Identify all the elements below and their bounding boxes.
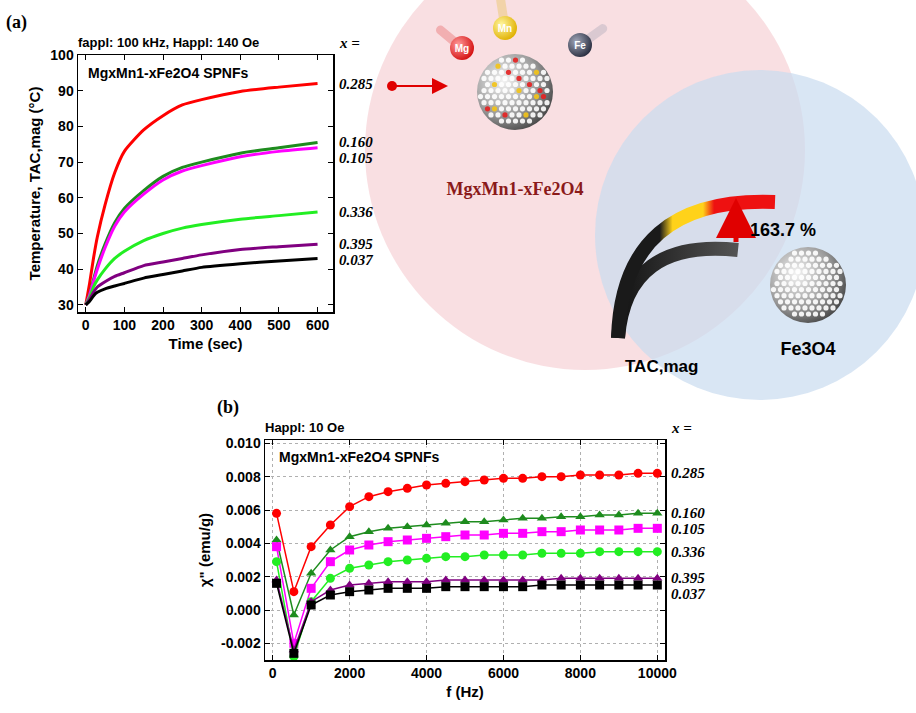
svg-text:0.037: 0.037 [671,586,705,602]
svg-text:Fe3O4: Fe3O4 [780,339,835,359]
svg-text:300: 300 [190,317,214,333]
svg-text:0: 0 [269,665,277,681]
svg-text:0.285: 0.285 [671,465,705,481]
svg-text:(b): (b) [217,397,239,418]
svg-text:Temperature, TAC,mag (°C): Temperature, TAC,mag (°C) [26,87,43,281]
svg-text:100: 100 [50,47,74,63]
svg-text:Mg: Mg [455,43,469,54]
svg-text:10000: 10000 [638,665,677,681]
svg-text:0.000: 0.000 [226,602,261,618]
svg-text:600: 600 [306,317,330,333]
svg-text:200: 200 [151,317,175,333]
svg-text:Time (sec): Time (sec) [169,335,243,352]
svg-text:MgxMn1-xFe2O4 SPNFs: MgxMn1-xFe2O4 SPNFs [88,65,248,81]
svg-text:0.336: 0.336 [339,204,373,220]
svg-text:8000: 8000 [565,665,596,681]
svg-text:4000: 4000 [411,665,442,681]
svg-text:0.395: 0.395 [339,236,373,252]
svg-text:0.105: 0.105 [671,521,705,537]
svg-text:163.7 %: 163.7 % [750,220,816,240]
svg-text:x =: x = [339,35,360,51]
svg-text:0.336: 0.336 [671,544,705,560]
svg-text:-0.002: -0.002 [221,635,261,651]
svg-text:0.285: 0.285 [339,76,373,92]
svg-text:400: 400 [229,317,253,333]
svg-text:6000: 6000 [488,665,519,681]
svg-text:f (Hz): f (Hz) [446,683,484,700]
svg-text:40: 40 [58,261,74,277]
svg-text:0.395: 0.395 [671,570,705,586]
svg-text:0.010: 0.010 [226,435,261,451]
svg-text:50: 50 [58,225,74,241]
svg-text:0.105: 0.105 [339,150,373,166]
svg-text:TAC,mag: TAC,mag [625,357,698,376]
svg-text:x =: x = [671,420,692,436]
svg-text:Mn: Mn [498,23,512,34]
svg-text:0.160: 0.160 [671,505,705,521]
svg-text:70: 70 [58,154,74,170]
svg-text:0.002: 0.002 [226,569,261,585]
svg-text:fappl: 100 kHz, Happl: 140 Oe: fappl: 100 kHz, Happl: 140 Oe [78,35,259,50]
svg-text:60: 60 [58,190,74,206]
svg-text:80: 80 [58,118,74,134]
svg-text:MgxMn1-xFe2O4: MgxMn1-xFe2O4 [447,179,584,199]
svg-text:100: 100 [113,317,137,333]
svg-text:Fe: Fe [574,40,586,51]
svg-text:Happl: 10 Oe: Happl: 10 Oe [265,420,344,435]
svg-text:MgxMn1-xFe2O4 SPNFs: MgxMn1-xFe2O4 SPNFs [279,449,439,465]
svg-text:0.008: 0.008 [226,469,261,485]
svg-text:0: 0 [82,317,90,333]
svg-text:(a): (a) [6,12,27,33]
svg-text:0.004: 0.004 [226,535,261,551]
svg-text:30: 30 [58,297,74,313]
svg-text:90: 90 [58,83,74,99]
svg-text:2000: 2000 [334,665,365,681]
svg-text:500: 500 [267,317,291,333]
svg-text:χ" (emu/g): χ" (emu/g) [196,513,213,587]
svg-text:0.006: 0.006 [226,502,261,518]
svg-text:0.160: 0.160 [339,134,373,150]
svg-text:0.037: 0.037 [339,252,373,268]
